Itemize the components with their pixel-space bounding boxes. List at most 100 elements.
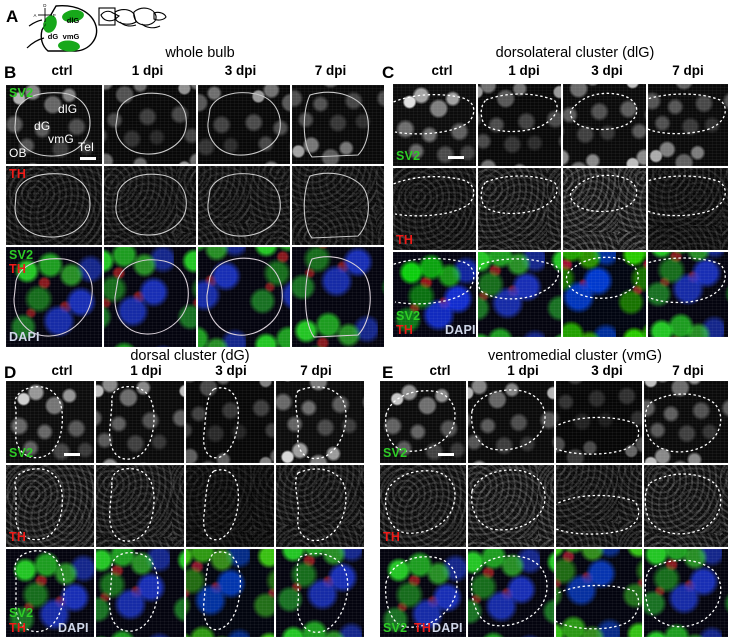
- axis-label-dorsal: D: [43, 3, 46, 8]
- fish-brain-lateral-icon: [98, 7, 167, 29]
- panel-e-tile-th-7dpi[interactable]: [644, 465, 728, 547]
- panel-b-tile-th-7dpi[interactable]: [292, 166, 384, 245]
- panel-b-tile-th-ctrl[interactable]: TH: [6, 166, 102, 245]
- panel-c-tile-sv2-1dpi[interactable]: [478, 84, 561, 166]
- panel-e-tile-merge-1dpi[interactable]: [468, 549, 554, 637]
- panel-b-tile-merge-ctrl[interactable]: SV2 TH DAPI: [6, 247, 102, 347]
- panel-d-tile-th-1dpi[interactable]: [96, 465, 184, 547]
- cluster-vmG-shape: [58, 40, 80, 52]
- panel-c-tile-th-7dpi[interactable]: [648, 168, 728, 250]
- panel-d-tile-merge-ctrl[interactable]: SV2 TH DAPI: [6, 549, 94, 637]
- panel-e-col-7dpi: 7 dpi: [672, 363, 704, 378]
- panel-d-col-7dpi: 7 dpi: [300, 363, 332, 378]
- panel-c-tile-sv2-3dpi[interactable]: [563, 84, 646, 166]
- panel-e-tile-th-ctrl[interactable]: TH: [380, 465, 466, 547]
- annotation-dG: dG: [34, 119, 51, 133]
- panel-b-tile-sv2-7dpi[interactable]: [292, 85, 384, 164]
- scale-bar: [438, 453, 454, 456]
- panel-c-tile-merge-3dpi[interactable]: [563, 252, 646, 337]
- channel-label-sv2: SV2: [9, 446, 34, 460]
- cluster-dG-shape: [43, 15, 57, 33]
- annotation-Tel: Tel: [78, 140, 94, 154]
- channel-label-th: TH: [396, 233, 414, 247]
- panel-letter-e: E: [382, 363, 394, 382]
- panel-e-tile-th-1dpi[interactable]: [468, 465, 554, 547]
- channel-label-sv2: SV2: [396, 149, 421, 163]
- channel-label-th: TH: [414, 621, 432, 635]
- panel-d-tile-sv2-7dpi[interactable]: [276, 381, 364, 463]
- scale-bar: [64, 453, 80, 456]
- channel-label-sv2: SV2: [9, 86, 34, 100]
- panel-d-tile-merge-1dpi[interactable]: [96, 549, 184, 637]
- channel-label-th: TH: [9, 530, 27, 544]
- orientation-axis-cross: [38, 8, 52, 22]
- axis-label-posterior: P: [53, 13, 56, 18]
- panel-d-tile-merge-7dpi[interactable]: [276, 549, 364, 637]
- olfactory-nerve-upper: [28, 19, 43, 27]
- panel-c-tile-sv2-7dpi[interactable]: [648, 84, 728, 166]
- panel-d-tile-sv2-1dpi[interactable]: [96, 381, 184, 463]
- telencephalon-shape: [114, 9, 137, 25]
- panel-b-tile-merge-1dpi[interactable]: [104, 247, 196, 347]
- ob-schematic-diagram: D V A P dlG dG vmG: [26, 3, 98, 52]
- channel-label-sv2: SV2: [383, 446, 408, 460]
- schematic-label-dG: dG: [48, 32, 59, 41]
- olfactory-nerve-lower: [26, 37, 45, 49]
- panel-b-tile-sv2-1dpi[interactable]: [104, 85, 196, 164]
- panel-c-tile-th-3dpi[interactable]: [563, 168, 646, 250]
- panel-e-tile-sv2-7dpi[interactable]: [644, 381, 728, 463]
- panel-b-tile-merge-3dpi[interactable]: [198, 247, 290, 347]
- panel-d-tile-th-7dpi[interactable]: [276, 465, 364, 547]
- panel-c-tile-merge-1dpi[interactable]: [478, 252, 561, 337]
- annotation-OB: OB: [9, 146, 27, 160]
- panel-d-col-ctrl: ctrl: [51, 363, 73, 378]
- panel-letter-d: D: [4, 363, 17, 382]
- panel-e-tile-sv2-3dpi[interactable]: [556, 381, 642, 463]
- panel-e-col-3dpi: 3 dpi: [591, 363, 623, 378]
- panel-e-tile-th-3dpi[interactable]: [556, 465, 642, 547]
- panel-e-col-ctrl: ctrl: [429, 363, 451, 378]
- panel-e-tile-merge-3dpi[interactable]: [556, 549, 642, 637]
- panel-c-tile-merge-ctrl[interactable]: SV2 TH DAPI: [393, 252, 476, 337]
- panel-b-tile-th-1dpi[interactable]: [104, 166, 196, 245]
- panel-e-tile-sv2-ctrl[interactable]: SV2: [380, 381, 466, 463]
- panel-d-tile-sv2-3dpi[interactable]: [186, 381, 274, 463]
- panel-c-col-7dpi: 7 dpi: [672, 63, 704, 78]
- schematic-label-dlG: dlG: [67, 16, 80, 25]
- panel-b-tile-sv2-ctrl[interactable]: SV2 dlG dG vmG OB Tel: [6, 85, 102, 164]
- panel-c-col-1dpi: 1 dpi: [508, 63, 540, 78]
- axis-label-anterior: A: [34, 13, 37, 18]
- panel-d-tile-sv2-ctrl[interactable]: SV2: [6, 381, 94, 463]
- panel-d-tile-th-ctrl[interactable]: TH: [6, 465, 94, 547]
- panel-d-col-1dpi: 1 dpi: [130, 363, 162, 378]
- panel-e-tile-merge-ctrl[interactable]: SV2 TH DAPI: [380, 549, 466, 637]
- panel-c-title: dorsolateral cluster (dlG): [495, 45, 655, 61]
- panel-c-tile-sv2-ctrl[interactable]: SV2: [393, 84, 476, 166]
- panel-b-title: whole bulb: [165, 45, 235, 61]
- panel-d-col-3dpi: 3 dpi: [215, 363, 247, 378]
- panel-letter-c: C: [382, 63, 395, 82]
- panel-e-tile-sv2-1dpi[interactable]: [468, 381, 554, 463]
- panel-b-tile-merge-7dpi[interactable]: [292, 247, 384, 347]
- panel-d-tile-th-3dpi[interactable]: [186, 465, 274, 547]
- panel-c-tile-th-1dpi[interactable]: [478, 168, 561, 250]
- channel-label-sv2: SV2: [396, 309, 421, 323]
- olfactory-bulb-shape: [100, 10, 121, 22]
- panel-b-col-1dpi: 1 dpi: [131, 63, 164, 78]
- panel-b-col-3dpi: 3 dpi: [224, 63, 257, 78]
- panel-b-tile-sv2-3dpi[interactable]: [198, 85, 290, 164]
- panel-b-tile-th-3dpi[interactable]: [198, 166, 290, 245]
- channel-label-dapi: DAPI: [432, 621, 463, 635]
- channel-label-dapi: DAPI: [445, 323, 476, 337]
- channel-label-th: TH: [396, 323, 414, 337]
- hindbrain-shape: [141, 23, 161, 29]
- scale-bar: [448, 156, 464, 159]
- panel-c-tile-merge-7dpi[interactable]: [648, 252, 728, 337]
- cluster-dlG-shape: [62, 9, 84, 23]
- scale-bar: [80, 157, 96, 160]
- panel-d-tile-merge-3dpi[interactable]: [186, 549, 274, 637]
- panel-c-tile-th-ctrl[interactable]: TH: [393, 168, 476, 250]
- panel-e-tile-merge-7dpi[interactable]: [644, 549, 728, 637]
- panel-c-col-3dpi: 3 dpi: [591, 63, 623, 78]
